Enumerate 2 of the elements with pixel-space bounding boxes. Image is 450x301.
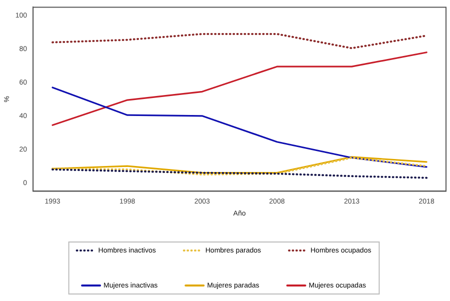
line-series [52, 168, 428, 179]
line-series [52, 32, 428, 50]
